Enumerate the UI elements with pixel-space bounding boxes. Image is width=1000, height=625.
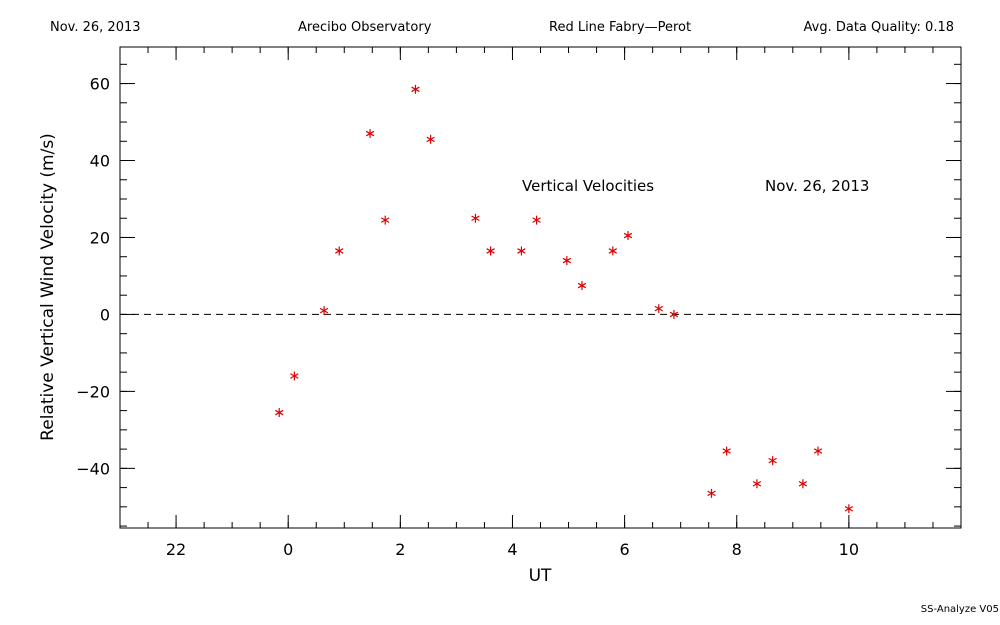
axis-ticks (120, 47, 961, 528)
data-point (562, 256, 572, 266)
data-point (798, 479, 808, 489)
data-point (471, 213, 480, 223)
x-tick-label: 0 (283, 540, 293, 559)
data-point (335, 246, 344, 256)
data-point (752, 479, 762, 489)
data-point (426, 134, 435, 144)
y-tick-label: 20 (90, 228, 110, 247)
header-date: Nov. 26, 2013 (50, 20, 141, 35)
data-point (813, 446, 823, 456)
software-version: SS-Analyze V05 (921, 604, 999, 615)
header-observatory: Arecibo Observatory (298, 20, 432, 35)
data-point (380, 215, 390, 225)
data-point (623, 231, 633, 241)
data-point (411, 84, 420, 94)
data-point (768, 456, 777, 466)
plot-frame (119, 46, 962, 529)
chart-annotation-date: Nov. 26, 2013 (765, 177, 869, 195)
data-point (669, 309, 679, 319)
header-quality: Avg. Data Quality: 0.18 (804, 20, 954, 35)
y-tick-label: −40 (76, 459, 110, 478)
x-tick-label: 4 (507, 540, 517, 559)
data-point (517, 246, 526, 256)
data-point (319, 306, 329, 316)
y-tick-label: 0 (100, 305, 110, 324)
data-point (654, 304, 663, 314)
data-point (365, 129, 375, 139)
data-point (608, 246, 618, 256)
data-point (290, 371, 299, 381)
y-axis-title: Relative Vertical Wind Velocity (m/s) (38, 133, 58, 441)
data-point (707, 488, 716, 498)
x-axis-title: UT (529, 566, 552, 586)
y-tick-labels: −40 −20 0 20 40 60 (76, 75, 110, 479)
x-tick-label: 6 (620, 540, 630, 559)
x-tick-label: 22 (166, 540, 186, 559)
data-point (844, 504, 854, 514)
header-instrument: Red Line Fabry—Perot (549, 20, 691, 35)
x-tick-label: 10 (839, 540, 859, 559)
data-point (275, 408, 284, 418)
data-points (275, 84, 854, 514)
y-tick-label: −20 (76, 382, 110, 401)
data-point (577, 281, 587, 291)
x-tick-label: 8 (732, 540, 742, 559)
data-point (532, 215, 541, 225)
y-tick-label: 40 (90, 152, 110, 171)
data-point (722, 446, 731, 456)
y-tick-label: 60 (90, 75, 110, 94)
chart-title: Vertical Velocities (522, 177, 654, 195)
x-tick-labels: 22 0 2 4 6 8 10 (166, 540, 859, 559)
data-point (486, 246, 495, 256)
x-tick-label: 2 (395, 540, 405, 559)
